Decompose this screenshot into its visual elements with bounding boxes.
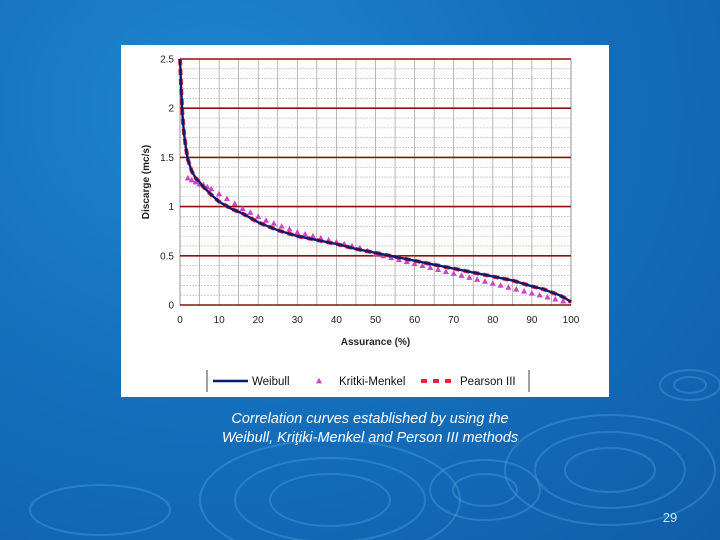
x-tick-label: 80 [487,315,499,326]
figure-caption: Correlation curves established by using … [150,410,590,448]
kritki-menkel-point [184,174,191,181]
kritki-menkel-point [239,205,246,211]
kritki-menkel-point [263,217,270,223]
kritki-menkel-point [270,220,277,226]
y-tick-label: 2.5 [160,55,174,66]
x-tick-label: 100 [563,315,580,326]
y-tick-label: 2 [168,104,174,115]
kritki-menkel-point [278,223,285,229]
x-tick-label: 40 [331,315,343,326]
x-tick-label: 10 [214,315,226,326]
kritki-menkel-point [458,272,465,278]
kritki-menkel-point [188,176,195,183]
kritki-menkel-point [442,268,449,274]
legend-pearson-iii-label: Pearson III [460,376,516,388]
kritki-menkel-point [403,258,410,265]
caption-line-2: Weibull, Kriţiki-Menkel and Person III m… [221,430,519,446]
kritki-menkel-point [521,288,528,294]
chart-panel: 0 0.5 1 1.5 2 2.5 0 10 20 30 40 50 60 70 80 90 100 Assura… [121,45,609,397]
page-number: 29 [662,510,678,525]
kritki-menkel-point [208,185,215,192]
kritki-menkel-point [302,230,309,237]
kritki-menkel-point [481,278,488,284]
weibull-line [178,58,572,304]
kritki-menkel-point [223,195,230,202]
y-tick-label: 0 [168,301,174,312]
y-tick-label: 1.5 [160,153,174,164]
legend-weibull-label: Weibull [252,376,290,388]
kritki-menkel-point [216,190,223,197]
legend-kritki-menkel-label: Kritki-Menkel [339,376,405,388]
kritki-menkel-point [247,209,254,215]
caption-line-1: Correlation curves established by using … [231,411,509,427]
kritki-menkel-point [497,282,504,288]
kritki-menkel-point [560,297,567,304]
kritki-menkel-point [466,274,473,280]
kritki-menkel-point [419,262,426,269]
kritki-menkel-point [388,254,395,261]
x-tick-label: 60 [409,315,421,326]
kritki-menkel-point [544,293,551,300]
kritki-menkel-point [435,266,442,272]
x-tick-label: 70 [448,315,460,326]
kritki-menkel-point [474,276,481,282]
x-tick-label: 0 [177,315,183,326]
kritki-menkel-point [286,226,293,232]
kritki-menkel-point [450,270,457,276]
x-tick-label: 90 [526,315,538,326]
kritki-menkel-point [536,291,543,298]
legend-kritki-menkel-swatch [316,377,322,384]
kritki-menkel-point [411,260,418,267]
x-tick-label: 20 [253,315,265,326]
kritki-menkel-point [552,295,559,302]
x-tick-label: 30 [292,315,304,326]
kritki-menkel-point [294,228,301,235]
kritki-menkel-point [528,289,535,296]
y-axis-label: Discarge (mc/s) [141,145,152,219]
kritki-menkel-point [192,178,199,185]
kritki-menkel-point [513,286,520,292]
kritki-menkel-point [489,280,496,286]
kritki-menkel-point [505,284,512,290]
kritki-menkel-point [231,200,238,207]
kritki-menkel-point [255,213,262,219]
kritki-menkel-point [427,264,434,271]
x-tick-label: 50 [370,315,382,326]
y-tick-label: 0.5 [160,251,174,262]
y-tick-label: 1 [168,202,174,213]
x-axis-label: Assurance (%) [341,337,410,348]
discharge-assurance-chart: 0 0.5 1 1.5 2 2.5 0 10 20 30 40 50 60 70 80 90 100 Assura… [141,55,580,392]
